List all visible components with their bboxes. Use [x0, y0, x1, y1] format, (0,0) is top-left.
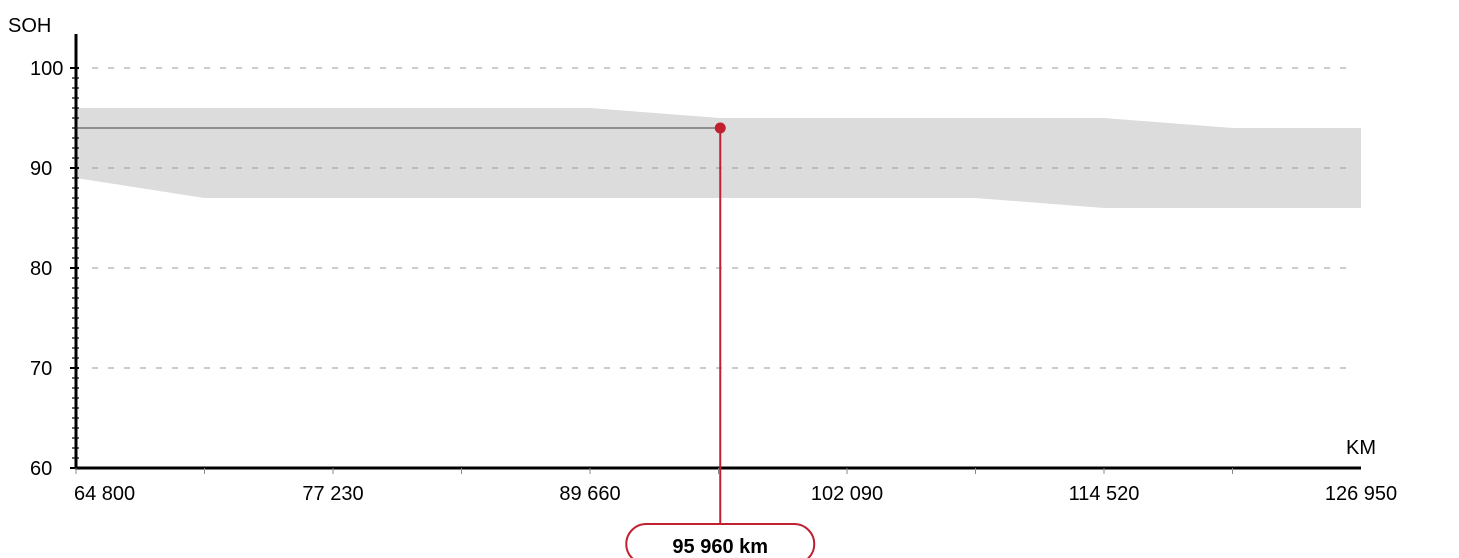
marker-layer[interactable]: 95 960 km	[76, 122, 816, 558]
x-axis-title: KM	[1346, 437, 1376, 459]
x-tick-label: 89 660	[559, 483, 620, 505]
y-tick-label: 80	[30, 258, 52, 280]
y-axis-title: SOH	[8, 15, 51, 37]
x-tick-label: 64 800	[74, 483, 135, 505]
marker-point[interactable]	[714, 122, 726, 134]
soh-range-band	[76, 108, 1361, 208]
axis-layer	[70, 34, 1361, 474]
marker-label-pill[interactable]	[625, 523, 816, 558]
x-tick-label: 102 090	[811, 483, 883, 505]
y-tick-label: 60	[30, 458, 52, 480]
band-layer	[76, 108, 1361, 208]
y-tick-label: 100	[30, 58, 63, 80]
marker-label-text: 95 960 km	[672, 536, 768, 558]
y-tick-label: 70	[30, 358, 52, 380]
x-tick-label: 77 230	[302, 483, 363, 505]
y-tick-label: 90	[30, 158, 52, 180]
tick-layer: 60 70 80 90 100 64 800 77 230 89 660 102 090 114 …	[30, 58, 1397, 505]
x-tick-label: 126 950	[1325, 483, 1397, 505]
x-tick-label: 114 520	[1069, 483, 1140, 505]
